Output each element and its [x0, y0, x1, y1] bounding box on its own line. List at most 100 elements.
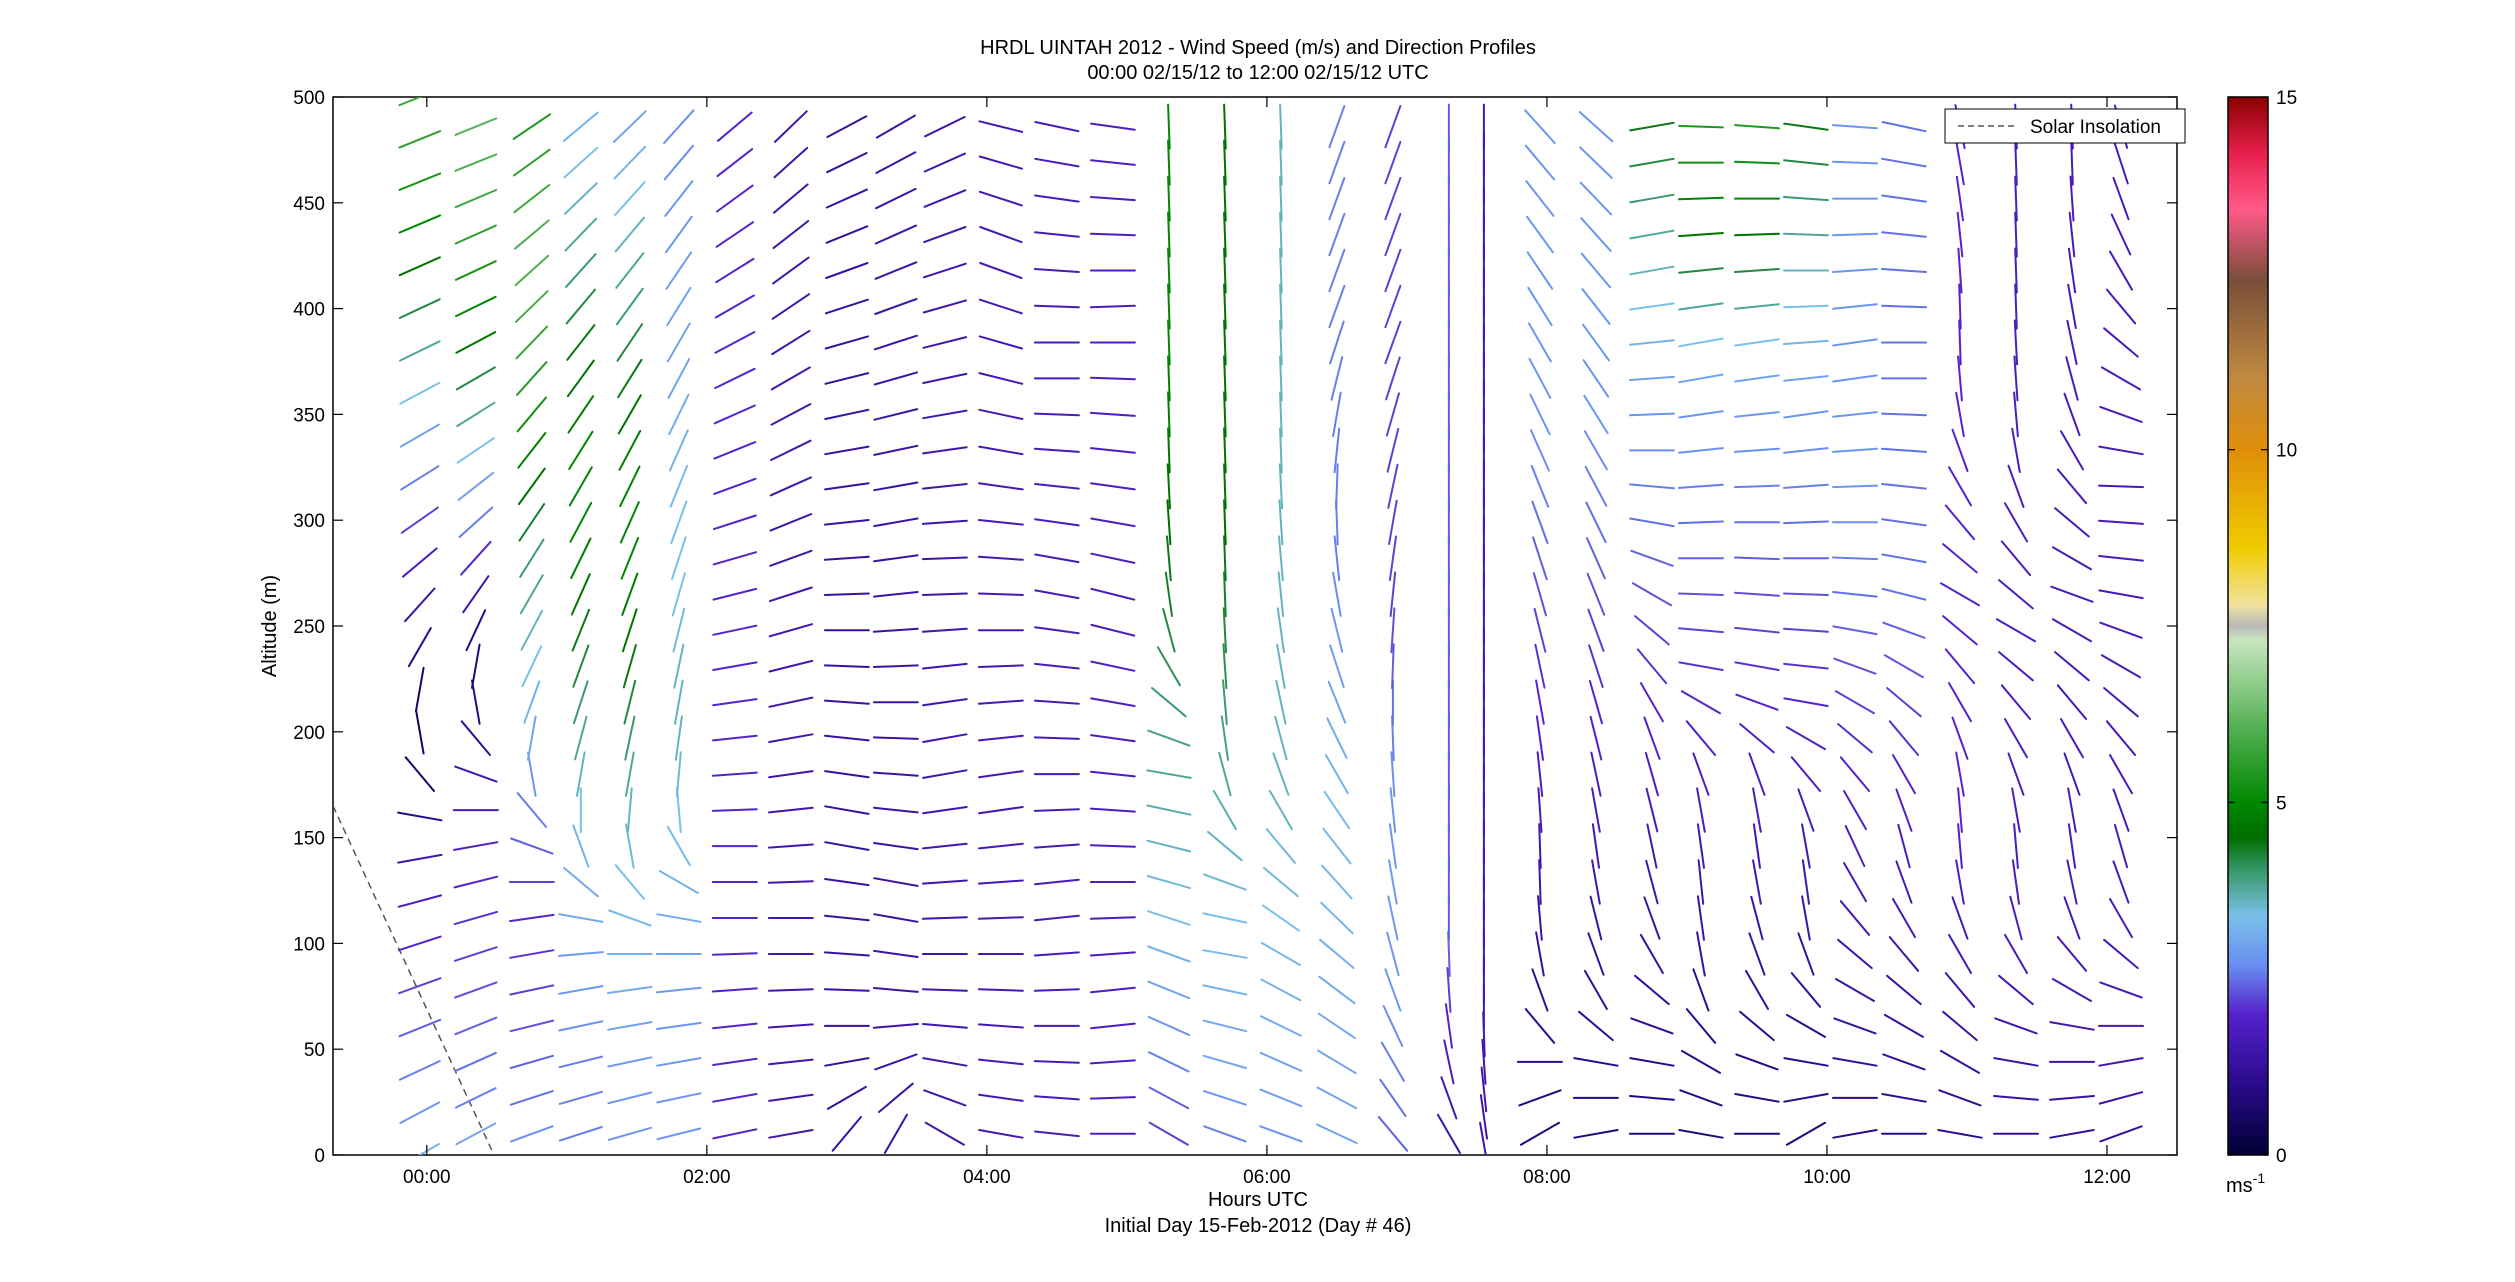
wind-vector [1279, 247, 1283, 294]
wind-vector [1387, 895, 1399, 941]
wind-vector [563, 111, 599, 142]
wind-vector [823, 699, 870, 705]
wind-vector [1837, 723, 1873, 754]
wind-vector [1844, 825, 1866, 867]
wind-vector [1090, 482, 1136, 491]
wind-vector [1801, 895, 1811, 941]
wind-vector [1034, 1130, 1080, 1138]
wind-vector [1881, 412, 1927, 417]
wind-vector [515, 325, 549, 360]
wind-vector [1629, 375, 1675, 381]
wind-vector [831, 1116, 862, 1152]
wind-vector [770, 366, 811, 391]
wind-profile [1202, 103, 1248, 1143]
wind-vector [1895, 860, 1913, 904]
wind-vector [509, 984, 555, 996]
wind-vector [465, 609, 487, 652]
wind-vector [1034, 157, 1080, 168]
wind-vector [1942, 1010, 1978, 1042]
wind-vector [923, 226, 967, 244]
wind-vector [1222, 643, 1228, 690]
wind-vector [978, 482, 1024, 491]
wind-vector [400, 506, 439, 534]
wind-vector [2099, 1125, 2143, 1143]
wind-vector [1573, 1057, 1619, 1067]
wind-vector [873, 554, 919, 563]
wind-vector [2105, 288, 2137, 325]
wind-vector [1089, 916, 1136, 920]
wind-vector [1156, 646, 1181, 687]
wind-vector [1389, 787, 1397, 833]
wind-vector [1955, 859, 1965, 905]
wind-vector [517, 467, 546, 506]
wind-vector [1679, 1089, 1723, 1107]
wind-vector [1881, 483, 1927, 490]
wind-vector [1646, 823, 1658, 869]
wind-vector [1223, 139, 1227, 186]
wind-vector [712, 514, 757, 531]
wind-profile [1033, 121, 1080, 1138]
wind-vector [1750, 895, 1764, 941]
wind-vector [516, 361, 548, 396]
wind-vector [823, 555, 870, 561]
wind-vector [768, 623, 813, 638]
wind-vector [523, 680, 541, 724]
wind-profile [1881, 121, 1927, 1135]
wind-vector [1629, 412, 1675, 417]
wind-vector [1958, 319, 1962, 366]
wind-vector [2109, 898, 2133, 939]
wind-vector [1261, 904, 1300, 932]
wind-profile [1628, 121, 1675, 1135]
wind-vector [1881, 157, 1927, 168]
wind-vector [623, 679, 637, 725]
wind-vector [1734, 626, 1780, 634]
wind-vector [1167, 283, 1171, 330]
wind-vector [1223, 427, 1227, 474]
wind-vector [1678, 232, 1724, 238]
wind-vector [978, 770, 1024, 779]
wind-vector [460, 720, 491, 756]
wind-vector [825, 188, 868, 209]
wind-vector [1279, 211, 1283, 258]
wind-vector [1993, 1095, 2039, 1101]
wind-vector [715, 221, 755, 248]
wind-vector [1588, 680, 1603, 725]
wind-vector [2011, 859, 2020, 905]
wind-vector [1832, 160, 1878, 165]
wind-vector [564, 217, 598, 252]
wind-vector [1386, 428, 1400, 473]
wind-vector [1944, 648, 1976, 685]
wind-vector [1326, 717, 1348, 759]
wind-vector [454, 765, 498, 783]
wind-vector [1734, 303, 1780, 310]
wind-vector [1881, 518, 1927, 527]
wind-vector [873, 842, 919, 851]
wind-vector [1033, 1095, 1080, 1101]
wind-vector [404, 756, 435, 792]
wind-vector [1525, 180, 1555, 217]
wind-vector [768, 586, 813, 603]
wind-vector [565, 288, 596, 325]
wind-vector [1167, 391, 1171, 438]
wind-vector [509, 1090, 554, 1106]
wind-vector [1678, 592, 1724, 596]
wind-vector [1385, 356, 1401, 401]
wind-vector [1034, 553, 1080, 564]
wind-vector [1090, 734, 1136, 743]
plot-area [332, 96, 2178, 1156]
wind-vector [1639, 682, 1664, 723]
wind-vector [1579, 146, 1613, 179]
wind-vector [1388, 535, 1397, 582]
wind-vector [872, 664, 919, 668]
wind-vector [978, 372, 1024, 385]
wind-vector [518, 503, 546, 542]
x-axis-sublabel: Initial Day 15-Feb-2012 (Day # 46) [1105, 1215, 1412, 1237]
wind-profile [977, 120, 1024, 1139]
wind-vector [564, 182, 598, 215]
wind-vector [1783, 196, 1829, 202]
wind-vector [979, 226, 1023, 244]
wind-vector [1335, 463, 1339, 510]
colorbar-tick-label: 0 [2276, 1146, 2287, 1167]
wind-vector [1629, 483, 1675, 490]
